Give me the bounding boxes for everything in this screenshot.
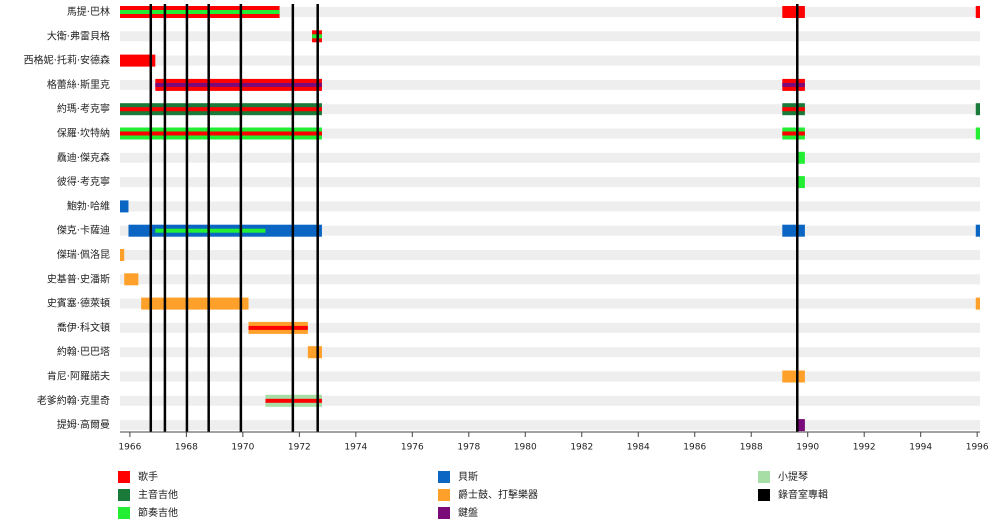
row-band bbox=[120, 420, 980, 431]
legend-label: 節奏吉他 bbox=[138, 506, 178, 519]
member-span bbox=[782, 224, 805, 237]
x-tick-label: 1980 bbox=[514, 443, 537, 453]
row-band bbox=[120, 322, 980, 333]
member-label: 史賓塞·德萊頓 bbox=[47, 297, 110, 310]
x-tick-label: 1986 bbox=[683, 443, 706, 453]
x-tick-label: 1974 bbox=[344, 443, 367, 453]
member-label: 彼得·考克寧 bbox=[57, 175, 110, 188]
member-span bbox=[975, 127, 980, 140]
member-span bbox=[782, 370, 805, 383]
x-tick-label: 1972 bbox=[288, 443, 311, 453]
member-label: 史基普·史潘斯 bbox=[47, 272, 110, 285]
x-tick-label: 1996 bbox=[966, 443, 989, 453]
member-label: 馬提·巴林 bbox=[67, 5, 110, 18]
role-stripe bbox=[782, 107, 805, 112]
legend-label: 貝斯 bbox=[458, 470, 478, 483]
row-band bbox=[120, 31, 980, 42]
member-span bbox=[975, 6, 980, 18]
row-band bbox=[120, 7, 980, 17]
x-tick-label: 1976 bbox=[401, 443, 424, 453]
member-label: 鮑勃·哈維 bbox=[67, 199, 110, 212]
member-span bbox=[307, 346, 322, 359]
member-label: 喬伊·科文頓 bbox=[57, 321, 110, 334]
role-stripe bbox=[120, 131, 322, 136]
member-span bbox=[975, 224, 980, 237]
row-band bbox=[120, 347, 980, 358]
role-stripe bbox=[155, 228, 266, 233]
x-tick-label: 1982 bbox=[570, 443, 593, 453]
role-stripe bbox=[155, 82, 322, 87]
x-tick-label: 1966 bbox=[118, 443, 141, 453]
member-span bbox=[120, 249, 125, 261]
x-tick-label: 1990 bbox=[796, 443, 819, 453]
member-label: 西格妮·托莉·安德森 bbox=[24, 54, 110, 67]
member-span bbox=[796, 176, 805, 189]
member-label: 傑瑞·佩洛昆 bbox=[57, 248, 110, 261]
legend-swatch bbox=[118, 507, 130, 519]
row-band bbox=[120, 298, 980, 309]
row-band bbox=[120, 371, 980, 382]
role-stripe bbox=[248, 325, 308, 330]
row-band bbox=[120, 201, 980, 212]
role-stripe bbox=[782, 82, 805, 87]
x-tick-label: 1968 bbox=[175, 443, 198, 453]
x-tick-label: 1992 bbox=[853, 443, 876, 453]
member-span bbox=[782, 6, 805, 18]
member-label: 格蕾絲·斯里克 bbox=[47, 78, 110, 91]
member-label: 大衛·弗雷貝格 bbox=[47, 29, 110, 42]
legend-swatch bbox=[438, 471, 450, 483]
role-stripe bbox=[120, 107, 322, 112]
member-label: 肯尼·阿羅諾夫 bbox=[47, 370, 110, 383]
x-tick-label: 1984 bbox=[627, 443, 650, 453]
role-stripe bbox=[782, 131, 805, 136]
legend-swatch bbox=[758, 471, 770, 483]
member-span bbox=[120, 54, 156, 67]
x-tick-label: 1978 bbox=[457, 443, 480, 453]
x-tick-label: 1994 bbox=[909, 443, 932, 453]
member-label: 傑克·卡薩迪 bbox=[57, 224, 110, 237]
member-span bbox=[120, 200, 129, 213]
member-label: 提姆·高爾曼 bbox=[57, 418, 110, 431]
legend-label: 歌手 bbox=[138, 470, 158, 483]
legend-swatch bbox=[118, 471, 130, 483]
role-stripe bbox=[120, 10, 280, 14]
row-band bbox=[120, 274, 980, 285]
legend-label: 爵士鼓、打擊樂器 bbox=[458, 488, 538, 501]
member-label: 約瑪·考克寧 bbox=[57, 102, 110, 115]
row-band bbox=[120, 225, 980, 236]
member-label: 約翰·巴巴塔 bbox=[57, 345, 110, 358]
member-span bbox=[975, 297, 980, 310]
row-band bbox=[120, 55, 980, 66]
legend-swatch bbox=[438, 489, 450, 501]
legend-swatch bbox=[758, 489, 770, 501]
member-span bbox=[796, 151, 805, 164]
legend-label: 鍵盤 bbox=[458, 506, 478, 519]
member-label: 保羅·坎特納 bbox=[57, 127, 110, 140]
legend-label: 小提琴 bbox=[778, 471, 808, 483]
row-band bbox=[120, 250, 980, 260]
legend-swatch bbox=[118, 489, 130, 501]
row-band bbox=[120, 177, 980, 188]
legend-label: 錄音室專輯 bbox=[778, 488, 828, 501]
legend-swatch bbox=[438, 507, 450, 519]
member-label: 驫迪·傑克森 bbox=[57, 151, 110, 164]
row-band bbox=[120, 152, 980, 163]
legend-label: 主音吉他 bbox=[138, 488, 178, 501]
member-span bbox=[796, 419, 805, 432]
member-span bbox=[141, 297, 249, 310]
row-band bbox=[120, 395, 980, 406]
member-span bbox=[124, 273, 139, 286]
x-tick-label: 1970 bbox=[231, 443, 254, 453]
member-label: 老爹約翰·克里奇 bbox=[37, 394, 110, 407]
row-band bbox=[120, 79, 980, 90]
member-span bbox=[975, 103, 980, 116]
row-band bbox=[120, 128, 980, 139]
row-band bbox=[120, 104, 980, 115]
x-tick-label: 1988 bbox=[740, 443, 763, 453]
